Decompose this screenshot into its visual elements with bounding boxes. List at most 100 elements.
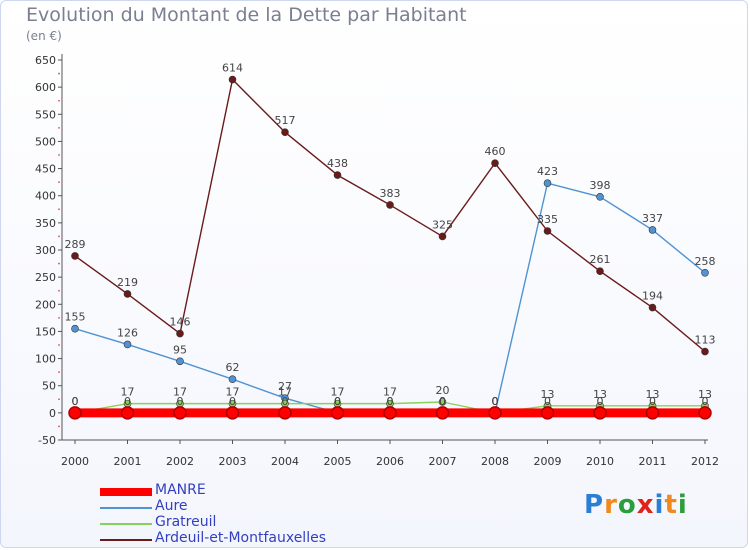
y-tick-label: 500 — [35, 135, 56, 148]
data-label-aure: 398 — [590, 179, 611, 192]
data-point-aure — [543, 179, 552, 188]
legend-swatch — [100, 523, 152, 525]
data-label-gratreuil: 17 — [226, 386, 240, 399]
y-tick-label: 350 — [35, 217, 56, 230]
data-point-manre — [645, 406, 660, 420]
data-point-ardeuil-et-montfauxelles — [543, 227, 552, 235]
y-tick-label: 650 — [35, 54, 56, 67]
data-point-manre — [383, 406, 397, 420]
data-label-ardeuil-et-montfauxelles: 325 — [432, 218, 453, 231]
data-label-ardeuil-et-montfauxelles: 261 — [590, 253, 611, 266]
data-point-ardeuil-et-montfauxelles — [228, 75, 237, 84]
data-label-ardeuil-et-montfauxelles: 383 — [380, 187, 401, 200]
logo-letter: t — [664, 490, 678, 520]
data-point-manre — [435, 406, 450, 420]
data-point-manre — [698, 406, 712, 420]
data-label-gratreuil: 20 — [436, 384, 450, 397]
data-label-ardeuil-et-montfauxelles: 194 — [642, 290, 663, 303]
y-tick-label: 450 — [35, 163, 56, 176]
chart-legend: MANRE Aure Gratreuil Ardeuil-et-Montfauxell… — [100, 482, 360, 548]
data-label-aure: 95 — [173, 343, 187, 356]
data-label-ardeuil-et-montfauxelles: 614 — [222, 62, 243, 75]
data-label-ardeuil-et-montfauxelles: 289 — [65, 238, 86, 251]
data-label-aure: 0 — [439, 395, 446, 408]
data-label-gratreuil: 13 — [593, 388, 607, 401]
chart-subtitle: (en €) — [26, 29, 62, 43]
data-point-manre — [593, 406, 607, 420]
y-minor-tick — [58, 235, 60, 238]
data-point-aure — [228, 375, 237, 384]
data-label-manre: 0 — [177, 395, 184, 408]
y-tick-label: 200 — [35, 298, 56, 311]
y-minor-tick — [58, 72, 60, 75]
data-label-ardeuil-et-montfauxelles: 335 — [537, 213, 558, 226]
y-tick-label: 50 — [42, 380, 56, 393]
y-minor-tick — [58, 208, 60, 211]
legend-label: Gratreuil — [155, 514, 217, 530]
y-minor-tick — [58, 316, 60, 319]
x-tick-label: 2004 — [271, 455, 299, 468]
data-label-aure: 0 — [492, 395, 499, 408]
proxiti-logo: Proxiti — [584, 490, 688, 520]
x-tick-label: 2000 — [61, 455, 89, 468]
data-point-manre — [225, 406, 240, 420]
x-tick-label: 2006 — [376, 455, 404, 468]
x-tick-label: 2008 — [481, 455, 509, 468]
data-point-manre — [540, 406, 555, 420]
y-tick-label: 100 — [35, 353, 56, 366]
data-label-gratreuil: 17 — [383, 386, 397, 399]
data-point-aure — [648, 226, 657, 234]
data-label-manre: 0 — [282, 395, 289, 408]
y-tick-label: -50 — [38, 434, 56, 447]
data-label-manre: 0 — [72, 395, 79, 408]
data-label-gratreuil: 13 — [646, 388, 660, 401]
legend-item: Ardeuil-et-Montfauxelles — [100, 530, 360, 548]
data-point-ardeuil-et-montfauxelles — [386, 201, 394, 209]
legend-swatch — [100, 488, 152, 496]
data-label-aure: 126 — [117, 326, 138, 339]
data-label-manre: 0 — [597, 395, 604, 408]
x-tick-label: 2003 — [219, 455, 247, 468]
data-label-aure: 423 — [537, 165, 558, 178]
data-label-aure: 0 — [334, 395, 341, 408]
x-tick-label: 2012 — [691, 455, 719, 468]
data-label-aure: 337 — [642, 212, 663, 225]
data-label-manre: 0 — [229, 395, 236, 408]
legend-item: MANRE — [100, 482, 360, 500]
legend-label: Ardeuil-et-Montfauxelles — [155, 530, 326, 546]
data-point-ardeuil-et-montfauxelles — [176, 329, 184, 338]
data-point-ardeuil-et-montfauxelles — [491, 159, 499, 167]
data-label-ardeuil-et-montfauxelles: 146 — [170, 316, 191, 329]
chart-title: Evolution du Montant de la Dette par Hab… — [26, 4, 467, 26]
data-label-ardeuil-et-montfauxelles: 460 — [485, 145, 506, 158]
data-label-aure: 155 — [65, 311, 86, 324]
y-tick-label: 0 — [49, 407, 56, 420]
x-tick-label: 2001 — [114, 455, 142, 468]
y-minor-tick — [58, 425, 60, 428]
data-label-gratreuil: 17 — [173, 386, 187, 399]
series-line-ardeuil-et-montfauxelles — [74, 78, 706, 353]
legend-swatch — [100, 539, 152, 541]
data-label-manre: 0 — [124, 395, 131, 408]
data-point-manre — [173, 406, 187, 420]
data-label-manre: 0 — [439, 395, 446, 408]
logo-letter: o — [617, 490, 637, 520]
x-tick-label: 2005 — [324, 455, 352, 468]
y-tick-label: 400 — [35, 190, 56, 203]
y-minor-tick — [58, 289, 60, 292]
data-label-manre: 0 — [492, 395, 499, 408]
data-point-manre — [278, 406, 292, 420]
data-label-ardeuil-et-montfauxelles: 113 — [695, 334, 716, 347]
legend-label: MANRE — [155, 482, 206, 498]
data-label-gratreuil: 0 — [72, 395, 79, 408]
data-label-gratreuil: 17 — [278, 386, 292, 399]
data-label-manre: 0 — [649, 395, 656, 408]
logo-letter: x — [636, 490, 655, 520]
logo-letter: r — [604, 490, 618, 520]
y-minor-tick — [58, 398, 60, 401]
data-point-manre — [488, 406, 502, 420]
data-label-ardeuil-et-montfauxelles: 219 — [117, 276, 138, 289]
data-label-manre: 0 — [702, 395, 709, 408]
data-point-ardeuil-et-montfauxelles — [123, 290, 132, 298]
